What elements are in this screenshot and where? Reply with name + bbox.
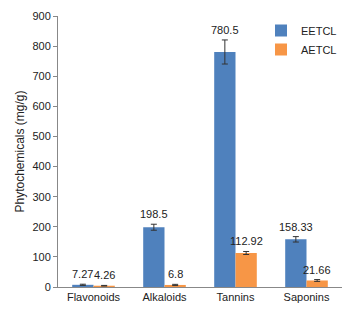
svg-text:900: 900: [32, 10, 50, 22]
svg-text:400: 400: [32, 160, 50, 172]
svg-text:AETCL: AETCL: [301, 44, 336, 56]
svg-text:800: 800: [32, 40, 50, 52]
svg-text:200: 200: [32, 221, 50, 233]
svg-text:600: 600: [32, 100, 50, 112]
svg-text:198.5: 198.5: [140, 208, 168, 220]
svg-text:Saponins: Saponins: [284, 291, 330, 303]
svg-text:0: 0: [45, 281, 51, 293]
svg-text:21.66: 21.66: [303, 264, 331, 276]
svg-text:Phytochemicals (mg/g): Phytochemicals (mg/g): [13, 90, 27, 212]
svg-text:7.27: 7.27: [72, 268, 93, 280]
svg-text:4.26: 4.26: [94, 269, 115, 281]
svg-text:6.8: 6.8: [168, 268, 183, 280]
svg-text:Flavonoids: Flavonoids: [67, 291, 121, 303]
svg-text:158.33: 158.33: [279, 221, 313, 233]
svg-text:780.5: 780.5: [211, 24, 239, 36]
svg-text:EETCL: EETCL: [301, 25, 336, 37]
svg-text:Tannins: Tannins: [217, 291, 255, 303]
svg-text:112.92: 112.92: [230, 235, 263, 247]
svg-text:Alkaloids: Alkaloids: [142, 291, 187, 303]
svg-text:100: 100: [32, 251, 50, 263]
svg-text:500: 500: [32, 130, 50, 142]
svg-text:300: 300: [32, 191, 50, 203]
svg-text:700: 700: [32, 70, 50, 82]
